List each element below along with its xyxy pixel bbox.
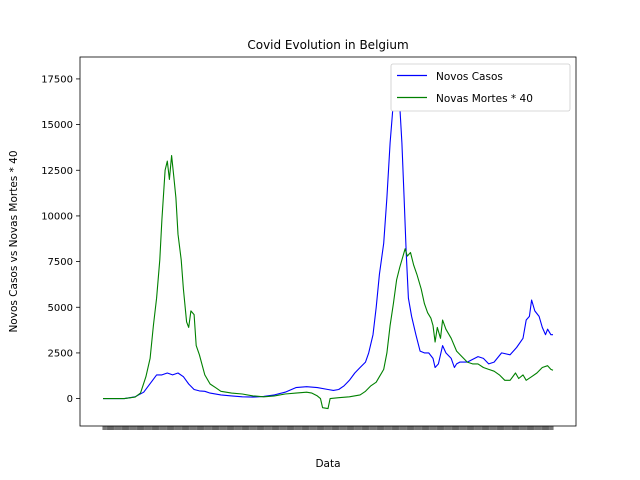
y-tick-label: 7500 [48, 257, 73, 268]
y-tick-label: 2500 [48, 348, 73, 359]
legend-box [390, 63, 571, 112]
series-line-novos-casos [103, 72, 553, 400]
plot-frame [79, 56, 577, 427]
y-tick-label: 15000 [41, 120, 73, 131]
y-axis-ticks: 0 2500 5000 7500 10000 12500 15000 17500 [41, 74, 80, 405]
chart-title: Covid Evolution in Belgium [247, 38, 408, 52]
series-layer [103, 72, 554, 410]
x-axis-ticks [102, 426, 554, 430]
legend-label-novas-mortes: Novas Mortes * 40 [436, 93, 533, 105]
x-axis-label: Data [315, 458, 340, 470]
y-tick-label: 10000 [41, 211, 73, 222]
legend-label-novos-casos: Novos Casos [436, 71, 503, 83]
y-tick-label: 5000 [48, 303, 73, 314]
y-tick-label: 17500 [41, 74, 73, 85]
y-tick-label: 12500 [41, 166, 73, 177]
series-line-novas-mortes [103, 155, 554, 410]
y-tick-label: 0 [67, 394, 73, 405]
legend: Novos Casos Novas Mortes * 40 [390, 63, 571, 112]
y-axis-label: Novos Casos vs Novas Mortes * 40 [8, 150, 20, 332]
